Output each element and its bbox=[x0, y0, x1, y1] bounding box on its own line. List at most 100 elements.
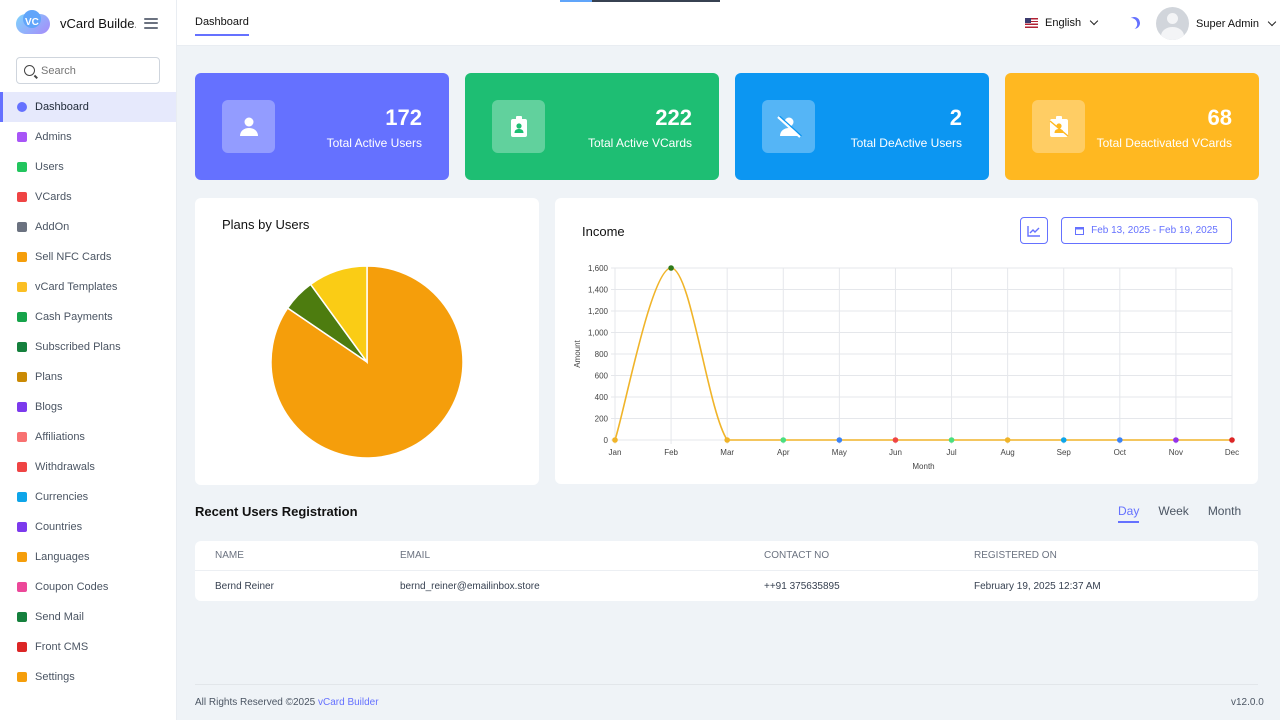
date-range-picker[interactable]: Feb 13, 2025 - Feb 19, 2025 bbox=[1061, 217, 1232, 244]
stat-label: Total Active Users bbox=[326, 136, 422, 150]
x-tick-label: May bbox=[832, 448, 847, 457]
sidebar-item-label: AddOn bbox=[35, 221, 70, 233]
user-menu[interactable]: Super Admin bbox=[1156, 7, 1277, 40]
sidebar: VC vCard Builde... Dashboard Admins Users V… bbox=[0, 0, 177, 720]
sidebar-item-label: Blogs bbox=[35, 401, 63, 413]
y-tick-label: 1,200 bbox=[588, 307, 609, 316]
sidebar-item-label: Send Mail bbox=[35, 611, 84, 623]
x-axis-label: Month bbox=[912, 462, 934, 471]
tab-month[interactable]: Month bbox=[1207, 504, 1242, 518]
stat-value: 68 bbox=[1207, 105, 1232, 130]
sidebar-item-label: Plans bbox=[35, 371, 63, 383]
data-point[interactable] bbox=[1117, 437, 1123, 443]
column-header-name[interactable]: NAME bbox=[215, 550, 244, 561]
user-slash-icon bbox=[762, 100, 815, 153]
sidebar-item-label: VCards bbox=[35, 191, 72, 203]
stat-value: 172 bbox=[385, 105, 422, 130]
data-point[interactable] bbox=[780, 437, 787, 443]
data-point[interactable] bbox=[668, 265, 674, 271]
footer-link[interactable]: vCard Builder bbox=[317, 697, 379, 708]
chart-toggle-button[interactable] bbox=[1020, 217, 1048, 244]
affiliation-icon bbox=[17, 432, 27, 442]
avatar bbox=[1156, 7, 1189, 40]
tab-week[interactable]: Week bbox=[1158, 504, 1189, 518]
sidebar-item-subscribed-plans[interactable]: Subscribed Plans bbox=[0, 332, 176, 362]
stat-card-deactivated-vcards[interactable]: 68 Total Deactivated VCards bbox=[1005, 73, 1259, 180]
sidebar-item-addon[interactable]: AddOn bbox=[0, 212, 176, 242]
data-point[interactable] bbox=[836, 437, 843, 443]
sidebar-item-front-cms[interactable]: Front CMS bbox=[0, 632, 176, 662]
sidebar-item-label: Front CMS bbox=[35, 641, 89, 653]
stat-card-active-vcards[interactable]: 222 Total Active VCards bbox=[465, 73, 719, 180]
sidebar-item-languages[interactable]: Languages bbox=[0, 542, 176, 572]
tab-dashboard[interactable]: Dashboard bbox=[195, 16, 249, 36]
data-point[interactable] bbox=[612, 437, 618, 443]
x-tick-label: Oct bbox=[1114, 448, 1127, 457]
column-header-contact[interactable]: CONTACT NO bbox=[764, 550, 830, 561]
sidebar-item-sell-nfc-cards[interactable]: Sell NFC Cards bbox=[0, 242, 176, 272]
pie-slice[interactable] bbox=[309, 265, 368, 365]
data-point[interactable] bbox=[724, 437, 730, 443]
sidebar-item-vcard-templates[interactable]: vCard Templates bbox=[0, 272, 176, 302]
sidebar-item-vcards[interactable]: VCards bbox=[0, 182, 176, 212]
sidebar-item-currencies[interactable]: Currencies bbox=[0, 482, 176, 512]
sidebar-item-blogs[interactable]: Blogs bbox=[0, 392, 176, 422]
tab-day[interactable]: Day bbox=[1118, 504, 1140, 523]
stat-card-deactive-users[interactable]: 2 Total DeActive Users bbox=[735, 73, 989, 180]
x-tick-label: Aug bbox=[1001, 448, 1015, 457]
stat-card-active-users[interactable]: 172 Total Active Users bbox=[195, 73, 449, 180]
footer: All Rights Reserved ©2025 vCard Builder bbox=[195, 697, 379, 708]
stat-value: 222 bbox=[655, 105, 692, 130]
x-tick-label: Jun bbox=[889, 448, 902, 457]
plans-pie-chart bbox=[270, 265, 464, 459]
calendar-icon bbox=[1075, 227, 1085, 235]
data-point[interactable] bbox=[1060, 437, 1067, 443]
sidebar-item-withdrawals[interactable]: Withdrawals bbox=[0, 452, 176, 482]
sidebar-item-users[interactable]: Users bbox=[0, 152, 176, 182]
us-flag-icon bbox=[1025, 18, 1038, 28]
sidebar-item-affiliations[interactable]: Affiliations bbox=[0, 422, 176, 452]
x-tick-label: Mar bbox=[720, 448, 734, 457]
language-selector[interactable]: English bbox=[1025, 16, 1099, 29]
data-point[interactable] bbox=[948, 437, 955, 443]
data-point[interactable] bbox=[1173, 437, 1179, 443]
paper-plane-icon bbox=[17, 342, 27, 352]
y-tick-label: 400 bbox=[595, 393, 609, 402]
income-panel-title: Income bbox=[582, 224, 625, 239]
column-header-registered[interactable]: REGISTERED ON bbox=[974, 550, 1057, 561]
search-input[interactable] bbox=[41, 64, 151, 77]
sidebar-item-cash-payments[interactable]: Cash Payments bbox=[0, 302, 176, 332]
vcard-logo-icon[interactable]: VC bbox=[16, 10, 50, 36]
data-point[interactable] bbox=[1004, 437, 1011, 443]
sidebar-item-settings[interactable]: Settings bbox=[0, 662, 176, 692]
sidebar-item-countries[interactable]: Countries bbox=[0, 512, 176, 542]
sidebar-item-coupon-codes[interactable]: Coupon Codes bbox=[0, 572, 176, 602]
cell-contact: ++91 375635895 bbox=[764, 580, 840, 592]
sidebar-item-dashboard[interactable]: Dashboard bbox=[0, 92, 176, 122]
plans-panel-title: Plans by Users bbox=[222, 217, 310, 232]
y-axis-label: Amount bbox=[573, 339, 582, 367]
sidebar-item-plans[interactable]: Plans bbox=[0, 362, 176, 392]
y-tick-label: 0 bbox=[604, 436, 609, 445]
hamburger-menu-icon[interactable] bbox=[144, 17, 158, 29]
footer-text: All Rights Reserved ©2025 bbox=[195, 697, 318, 708]
app-title[interactable]: vCard Builde... bbox=[60, 15, 136, 31]
chevron-down-icon bbox=[1089, 16, 1099, 26]
y-tick-label: 200 bbox=[595, 415, 609, 424]
x-tick-label: Sep bbox=[1057, 448, 1072, 457]
plans-by-users-panel: Plans by Users bbox=[195, 198, 539, 485]
dark-mode-moon-icon[interactable] bbox=[1126, 15, 1141, 30]
cell-email: bernd_reiner@emailinbox.store bbox=[400, 580, 540, 592]
x-tick-label: Apr bbox=[777, 448, 790, 457]
template-icon bbox=[17, 282, 27, 292]
upload-icon bbox=[17, 222, 27, 232]
sidebar-item-send-mail[interactable]: Send Mail bbox=[0, 602, 176, 632]
sidebar-search bbox=[16, 57, 160, 84]
data-point[interactable] bbox=[892, 437, 899, 443]
stat-label: Total DeActive Users bbox=[850, 136, 962, 150]
sidebar-item-admins[interactable]: Admins bbox=[0, 122, 176, 152]
column-header-email[interactable]: EMAIL bbox=[400, 550, 431, 561]
tag-icon bbox=[17, 582, 27, 592]
table-row[interactable]: Bernd Reiner bernd_reiner@emailinbox.sto… bbox=[195, 571, 1258, 601]
data-point[interactable] bbox=[1229, 437, 1235, 443]
